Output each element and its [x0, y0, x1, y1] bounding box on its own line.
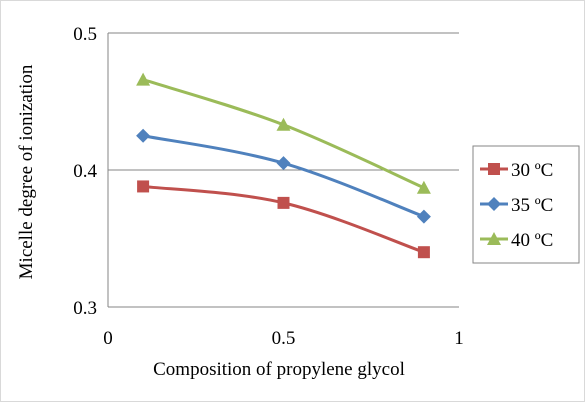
data-point-marker — [487, 197, 501, 211]
legend: 30 ºC 35 ºC 40 ºC — [472, 145, 580, 264]
legend-item: 35 ºC — [480, 195, 553, 216]
series-line — [142, 184, 425, 254]
data-point-marker — [417, 246, 430, 259]
data-point-marker — [488, 163, 500, 175]
series-layer — [136, 72, 431, 259]
data-point-marker — [276, 117, 291, 131]
data-point-marker — [276, 156, 291, 171]
y-tick-label: 0.3 — [73, 298, 97, 319]
legend-label: 40 ºC — [511, 230, 553, 251]
x-tick-label: 1 — [454, 328, 464, 349]
x-axis-title: Composition of propylene glycol — [153, 359, 405, 380]
x-tick-label: 0 — [103, 328, 113, 349]
tick-labels: 0.3 0.4 0.5 0 0.5 1 — [73, 24, 464, 349]
series-group — [136, 128, 431, 224]
data-point-marker — [416, 180, 431, 194]
y-tick-label: 0.5 — [73, 24, 97, 45]
series-group — [136, 72, 431, 194]
axes — [107, 33, 459, 308]
series-group — [137, 180, 430, 259]
data-point-marker — [277, 196, 290, 209]
data-point-marker — [136, 128, 151, 143]
legend-border — [472, 145, 580, 264]
legend-label: 30 ºC — [511, 160, 553, 181]
legend-item: 30 ºC — [480, 160, 553, 181]
legend-label: 35 ºC — [511, 195, 553, 216]
data-point-marker — [137, 180, 150, 193]
legend-item: 40 ºC — [480, 230, 553, 251]
data-point-marker — [136, 72, 151, 86]
data-point-marker — [416, 209, 431, 224]
data-point-marker — [487, 232, 501, 245]
x-tick-label: 0.5 — [272, 328, 296, 349]
series-line — [142, 78, 425, 190]
gridlines — [108, 32, 459, 171]
y-tick-label: 0.4 — [73, 161, 97, 182]
y-axis-title: Micelle degree of ionization — [16, 64, 37, 279]
